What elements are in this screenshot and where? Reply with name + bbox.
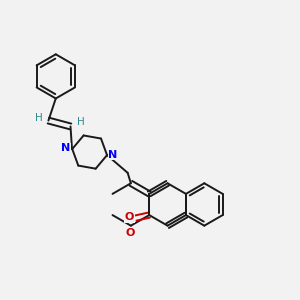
- Text: N: N: [61, 143, 70, 153]
- Text: O: O: [125, 212, 134, 222]
- Text: H: H: [35, 113, 43, 123]
- Text: H: H: [77, 117, 85, 127]
- Text: N: N: [108, 149, 118, 160]
- Text: O: O: [126, 228, 135, 238]
